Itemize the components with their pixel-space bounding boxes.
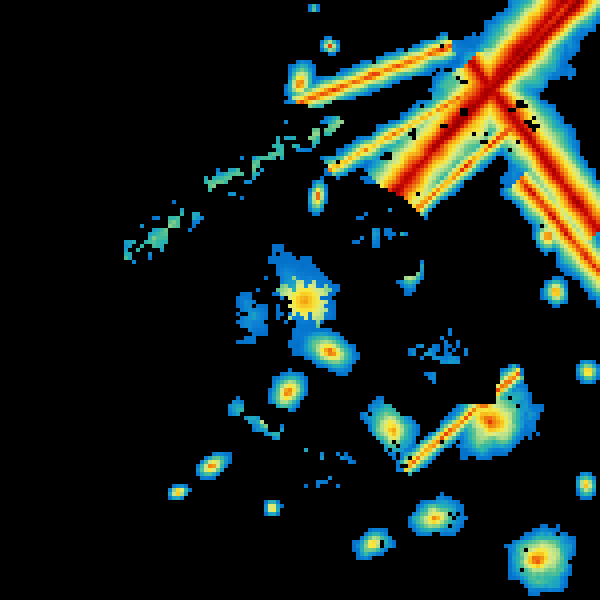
radar-image-panel: Base reflectivity radar mosaic: a broad … [0,0,600,600]
radar-reflectivity-canvas [0,0,600,600]
